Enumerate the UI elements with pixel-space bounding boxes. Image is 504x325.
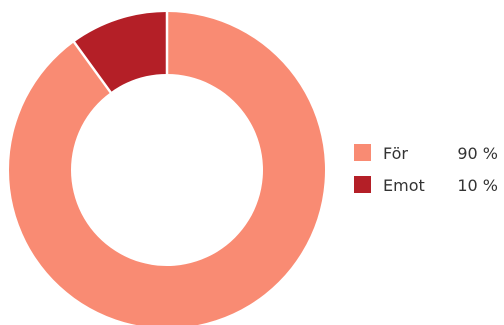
legend: För 90 % Emot 10 % [354, 144, 498, 195]
donut-slice-0 [9, 12, 325, 325]
legend-value-for: 90 % [457, 144, 498, 163]
donut-slices [9, 10, 325, 325]
legend-item-emot: Emot 10 % [354, 176, 498, 195]
legend-swatch-for [354, 144, 371, 161]
legend-value-emot: 10 % [457, 176, 498, 195]
legend-item-for: För 90 % [354, 144, 498, 163]
legend-label-emot: Emot [383, 176, 425, 195]
legend-swatch-emot [354, 176, 371, 193]
legend-label-for: För [383, 144, 408, 163]
slice-separator-1 [71, 39, 113, 95]
